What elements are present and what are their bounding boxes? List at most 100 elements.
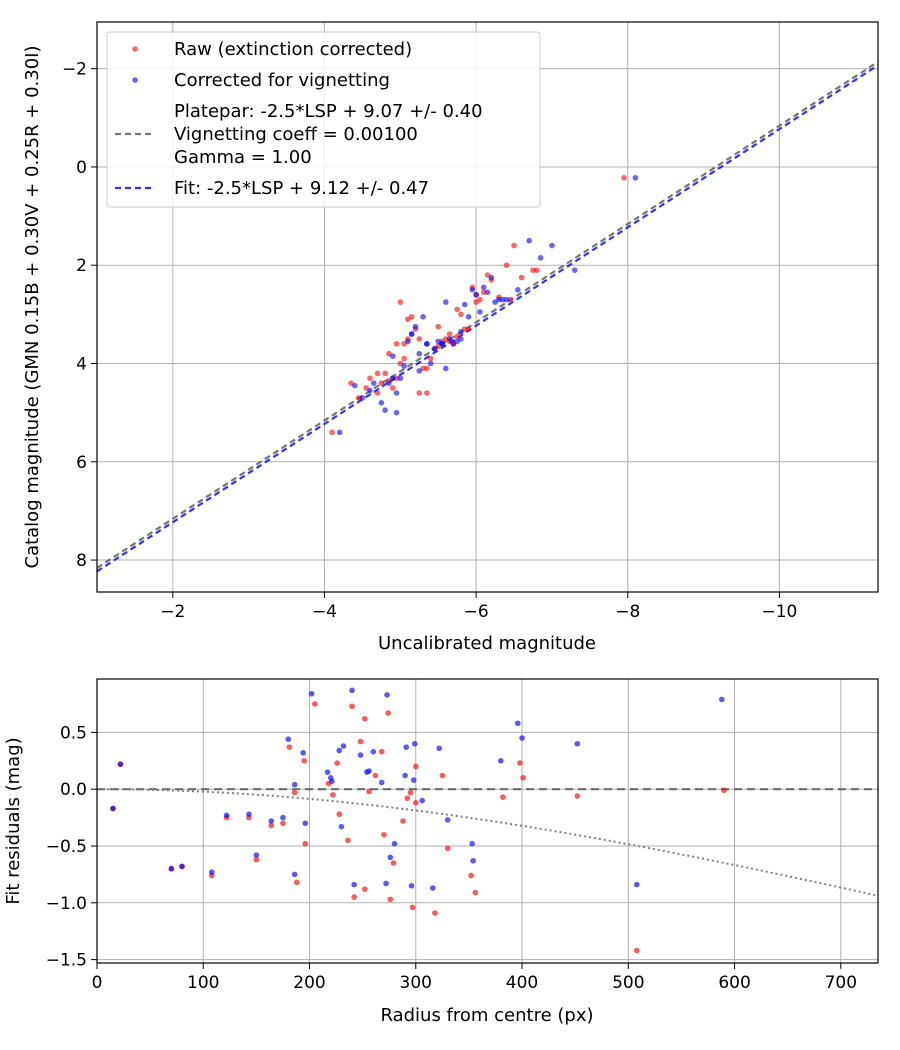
raw-data-point bbox=[253, 856, 260, 863]
corrected-data-point bbox=[179, 863, 185, 870]
raw-data-point bbox=[517, 760, 523, 766]
corrected-data-point bbox=[411, 740, 418, 747]
raw-data-point bbox=[465, 326, 472, 332]
corrected-data-point bbox=[393, 390, 400, 396]
corrected-data-point bbox=[574, 740, 581, 747]
corrected-data-point bbox=[324, 769, 331, 775]
corrected-data-point bbox=[386, 380, 392, 386]
raw-data-point bbox=[385, 710, 391, 716]
legend-label: Fit: -2.5*LSP + 9.12 +/- 0.47 bbox=[174, 178, 429, 199]
raw-data-point bbox=[330, 792, 336, 798]
bot-x-tick-label: 700 bbox=[825, 973, 857, 993]
bot-y-tick-label: −1.5 bbox=[46, 951, 87, 971]
raw-data-point bbox=[336, 811, 343, 817]
raw-data-point bbox=[405, 316, 411, 323]
top-x-tick-label: −8 bbox=[615, 602, 640, 622]
raw-data-point bbox=[286, 744, 293, 750]
raw-data-point bbox=[372, 772, 379, 779]
raw-data-point bbox=[511, 242, 517, 249]
raw-data-point bbox=[633, 947, 640, 954]
raw-data-point bbox=[404, 795, 411, 802]
raw-data-point bbox=[268, 822, 275, 829]
bottom-y-axis-label: Fit residuals (mag) bbox=[3, 737, 24, 904]
corrected-data-point bbox=[351, 881, 357, 888]
corrected-data-point bbox=[419, 797, 425, 804]
corrected-data-point bbox=[410, 777, 417, 783]
corrected-data-point bbox=[469, 287, 476, 293]
raw-data-point bbox=[458, 311, 464, 318]
raw-data-point bbox=[468, 872, 474, 879]
corrected-data-point bbox=[338, 823, 345, 830]
corrected-data-point bbox=[408, 882, 415, 889]
corrected-data-point bbox=[442, 299, 449, 305]
top-fit-lines bbox=[97, 60, 878, 573]
raw-data-point bbox=[427, 355, 434, 362]
corrected-data-point bbox=[470, 857, 476, 864]
corrected-data-point bbox=[492, 299, 498, 305]
corrected-data-point bbox=[477, 309, 483, 315]
raw-data-point bbox=[389, 385, 396, 391]
legend-label: Raw (extinction corrected) bbox=[174, 39, 412, 60]
raw-data-point bbox=[381, 831, 387, 838]
raw-data-point bbox=[378, 380, 385, 386]
corrected-data-point bbox=[461, 301, 468, 308]
top-x-axis-label: Uncalibrated magnitude bbox=[378, 633, 596, 654]
corrected-data-point bbox=[465, 314, 472, 320]
corrected-data-point bbox=[117, 761, 124, 767]
raw-data-point bbox=[351, 894, 357, 900]
raw-data-point bbox=[302, 840, 309, 847]
corrected-data-point bbox=[223, 812, 230, 819]
corrected-data-point bbox=[393, 409, 400, 416]
corrected-data-point bbox=[110, 805, 116, 812]
raw-data-point bbox=[424, 390, 430, 396]
corrected-data-point bbox=[424, 341, 430, 347]
corrected-data-point bbox=[484, 289, 491, 296]
raw-data-point bbox=[439, 772, 446, 779]
corrected-data-point bbox=[389, 375, 396, 382]
raw-data-point bbox=[574, 793, 581, 799]
raw-data-point bbox=[367, 375, 373, 382]
corrected-data-point bbox=[442, 365, 449, 372]
bot-x-tick-label: 300 bbox=[400, 973, 432, 993]
corrected-data-point bbox=[436, 745, 442, 752]
corrected-data-point bbox=[302, 820, 309, 827]
corrected-data-point bbox=[405, 338, 411, 345]
raw-data-point bbox=[533, 267, 540, 273]
legend-label: Vignetting coeff = 0.00100 bbox=[174, 124, 418, 145]
raw-data-point bbox=[390, 860, 397, 866]
raw-data-point bbox=[344, 837, 351, 844]
raw-data-point bbox=[349, 703, 355, 710]
bottom-grid bbox=[96, 679, 878, 963]
raw-data-point bbox=[374, 390, 381, 396]
corrected-data-point bbox=[387, 854, 394, 861]
raw-data-point bbox=[361, 715, 368, 722]
corrected-data-point bbox=[416, 368, 423, 374]
top-y-tick-label: 8 bbox=[76, 551, 87, 571]
corrected-data-point bbox=[480, 284, 487, 291]
raw-data-point bbox=[500, 794, 506, 800]
corrected-data-point bbox=[352, 382, 358, 389]
top-ticks: −2 −4 −6 −8 −10 −2 0 2 4 6 8 bbox=[62, 60, 797, 622]
raw-data-point bbox=[361, 886, 368, 892]
raw-data-point bbox=[393, 341, 400, 347]
raw-data-point bbox=[378, 748, 385, 755]
corrected-data-point bbox=[357, 752, 364, 758]
corrected-data-point bbox=[537, 255, 544, 261]
corrected-data-point bbox=[519, 735, 525, 741]
raw-data-point bbox=[416, 336, 423, 342]
raw-data-point bbox=[401, 355, 407, 362]
corrected-data-point bbox=[383, 880, 389, 887]
raw-data-point bbox=[454, 306, 460, 313]
top-fit-line bbox=[97, 64, 878, 573]
corrected-data-point bbox=[300, 750, 306, 756]
bottom-reference-lines bbox=[97, 788, 878, 897]
raw-data-point bbox=[291, 789, 298, 796]
corrected-data-point bbox=[389, 353, 396, 359]
corrected-data-point bbox=[458, 328, 464, 335]
bot-y-tick-label: 0.0 bbox=[60, 780, 87, 800]
corrected-data-point bbox=[514, 720, 521, 727]
raw-data-point bbox=[503, 262, 510, 269]
corrected-data-point bbox=[308, 690, 315, 697]
raw-data-point bbox=[424, 365, 430, 372]
